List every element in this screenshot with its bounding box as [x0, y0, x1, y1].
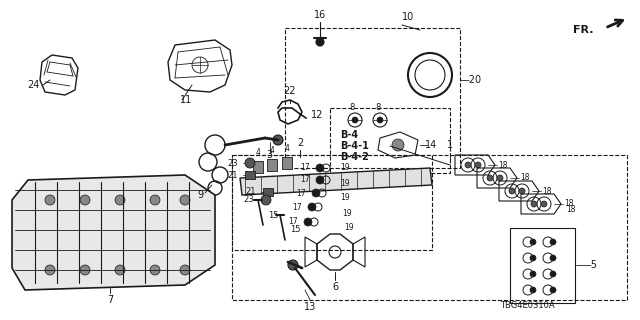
- Text: 22: 22: [284, 86, 296, 96]
- Polygon shape: [240, 168, 432, 195]
- Circle shape: [304, 218, 312, 226]
- Circle shape: [530, 287, 536, 293]
- Circle shape: [550, 239, 556, 245]
- Polygon shape: [267, 159, 277, 171]
- Text: 17: 17: [289, 218, 298, 227]
- Text: 13: 13: [304, 302, 316, 312]
- Circle shape: [45, 265, 55, 275]
- Circle shape: [465, 162, 471, 168]
- Text: 2: 2: [297, 138, 303, 148]
- Circle shape: [288, 260, 298, 270]
- Circle shape: [150, 265, 160, 275]
- Circle shape: [531, 201, 537, 207]
- Text: 8: 8: [349, 103, 355, 112]
- Text: 8: 8: [375, 103, 381, 112]
- Bar: [285, 28, 460, 168]
- Text: 18: 18: [564, 199, 573, 209]
- Circle shape: [352, 117, 358, 123]
- Text: 18: 18: [498, 161, 508, 170]
- Text: 16: 16: [314, 10, 326, 20]
- Text: 18: 18: [542, 187, 552, 196]
- Text: 1: 1: [447, 140, 453, 150]
- Circle shape: [392, 139, 404, 151]
- Circle shape: [180, 265, 190, 275]
- Text: 7: 7: [107, 295, 113, 305]
- Text: 24: 24: [28, 80, 40, 90]
- Circle shape: [550, 271, 556, 277]
- Bar: [232, 155, 627, 300]
- Text: 19: 19: [342, 209, 351, 218]
- Circle shape: [530, 255, 536, 261]
- Text: 17: 17: [300, 164, 310, 172]
- Text: 19: 19: [340, 194, 349, 203]
- Circle shape: [180, 195, 190, 205]
- Circle shape: [519, 188, 525, 194]
- Text: 9: 9: [197, 190, 203, 200]
- Text: 4: 4: [269, 146, 275, 155]
- Circle shape: [316, 176, 324, 184]
- Text: 14: 14: [425, 140, 437, 150]
- Circle shape: [245, 158, 255, 168]
- Text: 15: 15: [290, 226, 301, 235]
- Text: 6: 6: [332, 282, 338, 292]
- Circle shape: [550, 287, 556, 293]
- Circle shape: [377, 117, 383, 123]
- Circle shape: [316, 164, 324, 172]
- Text: 19: 19: [340, 164, 349, 172]
- Text: 18: 18: [520, 173, 529, 182]
- Circle shape: [115, 195, 125, 205]
- Circle shape: [530, 239, 536, 245]
- Text: 18: 18: [566, 205, 575, 214]
- Circle shape: [316, 38, 324, 46]
- Text: 10: 10: [402, 12, 414, 22]
- Text: 17: 17: [300, 175, 310, 185]
- Text: 15: 15: [268, 211, 278, 220]
- Text: 23: 23: [227, 158, 238, 167]
- Circle shape: [487, 175, 493, 181]
- Circle shape: [80, 265, 90, 275]
- Text: B-4-2: B-4-2: [340, 152, 369, 162]
- Bar: [510, 228, 575, 303]
- Text: 21: 21: [246, 188, 256, 196]
- Text: 11: 11: [180, 95, 192, 105]
- Bar: [245, 171, 255, 179]
- Bar: [263, 188, 273, 196]
- Text: B-4: B-4: [340, 130, 358, 140]
- Circle shape: [45, 195, 55, 205]
- Polygon shape: [12, 175, 215, 290]
- Text: 23: 23: [243, 196, 254, 204]
- Text: 3: 3: [266, 150, 272, 160]
- Text: 4: 4: [285, 144, 289, 153]
- Text: B-4-1: B-4-1: [340, 141, 369, 151]
- Circle shape: [80, 195, 90, 205]
- Text: FR.: FR.: [573, 25, 593, 35]
- Text: 17: 17: [296, 188, 306, 197]
- Circle shape: [308, 203, 316, 211]
- Circle shape: [550, 255, 556, 261]
- Text: 19: 19: [344, 223, 354, 233]
- Circle shape: [115, 265, 125, 275]
- Circle shape: [273, 135, 283, 145]
- Circle shape: [509, 188, 515, 194]
- Circle shape: [541, 201, 547, 207]
- Circle shape: [312, 189, 320, 197]
- Circle shape: [497, 175, 503, 181]
- Circle shape: [475, 162, 481, 168]
- Text: 17: 17: [292, 203, 302, 212]
- Text: 4: 4: [255, 148, 260, 157]
- Text: 12: 12: [310, 110, 323, 120]
- Bar: [330, 108, 450, 173]
- Text: 19: 19: [340, 179, 349, 188]
- Text: 21: 21: [227, 171, 238, 180]
- Circle shape: [150, 195, 160, 205]
- Bar: [232, 155, 432, 250]
- Circle shape: [261, 195, 271, 205]
- Text: —5: —5: [582, 260, 598, 270]
- Text: TBG4E0310A: TBG4E0310A: [500, 301, 555, 310]
- Polygon shape: [253, 161, 263, 173]
- Circle shape: [530, 271, 536, 277]
- Text: —20: —20: [460, 75, 482, 85]
- Polygon shape: [282, 157, 292, 169]
